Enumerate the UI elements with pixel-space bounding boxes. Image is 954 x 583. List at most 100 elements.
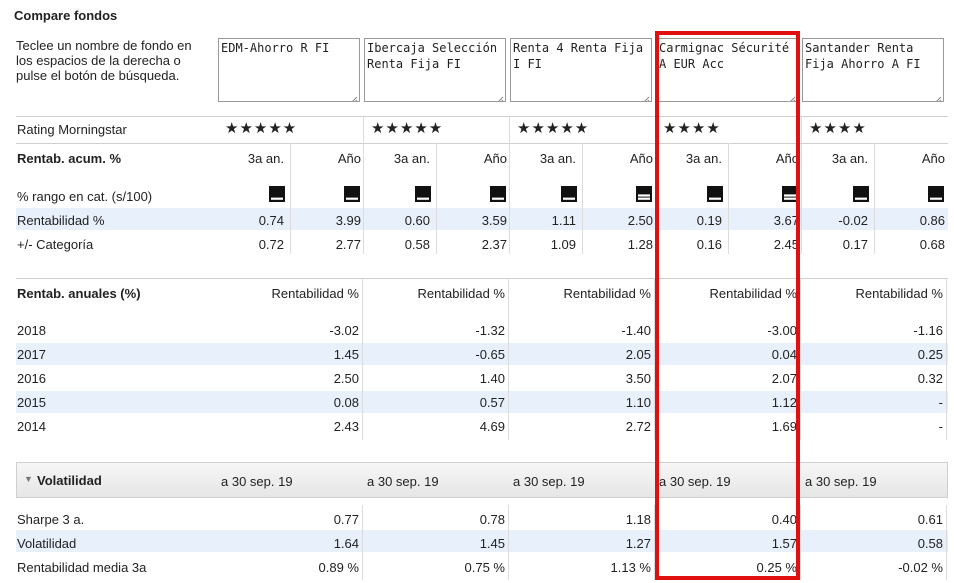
resize-grip-icon[interactable] bbox=[496, 92, 504, 101]
anuales-col-header: Rentabilidad % bbox=[709, 286, 797, 301]
annual-return-value: 2.72 bbox=[625, 419, 651, 434]
fund-name-input[interactable]: Carmignac Sécurité A EUR Acc bbox=[656, 38, 798, 102]
col-header-ano: Año bbox=[921, 151, 945, 166]
volatility-value: 1.64 bbox=[333, 536, 359, 551]
volatility-row-label: Volatilidad bbox=[17, 536, 77, 551]
annual-return-value: -1.40 bbox=[621, 323, 651, 338]
fund-name-text: Carmignac Sécurité A EUR Acc bbox=[659, 41, 797, 71]
column-divider bbox=[508, 505, 509, 580]
annual-return-value: 0.32 bbox=[917, 371, 943, 386]
cat-ano-value: 2.37 bbox=[481, 237, 507, 252]
col-header-3a: 3a an. bbox=[247, 151, 284, 166]
fund-name-input[interactable]: Renta 4 Renta Fija I FI bbox=[510, 38, 652, 102]
volatility-date: a 30 sep. 19 bbox=[659, 474, 731, 489]
rating-label: Rating Morningstar bbox=[17, 122, 127, 137]
column-divider bbox=[362, 505, 363, 580]
volatility-row-label: Rentabilidad media 3a bbox=[17, 560, 147, 575]
column-divider bbox=[800, 278, 801, 440]
rent-ano-value: 3.67 bbox=[773, 213, 799, 228]
col-header-3a: 3a an. bbox=[685, 151, 722, 166]
row-bg bbox=[16, 530, 948, 552]
rent-label: Rentabilidad % bbox=[17, 213, 105, 228]
resize-grip-icon[interactable] bbox=[642, 92, 650, 101]
page-title: Compare fondos bbox=[14, 8, 118, 23]
year-label: 2016 bbox=[17, 371, 46, 386]
cat-label: +/- Categoría bbox=[17, 237, 94, 252]
rent-ano-value: 0.86 bbox=[919, 213, 945, 228]
anuales-col-header: Rentabilidad % bbox=[271, 286, 359, 301]
col-header-ano: Año bbox=[337, 151, 361, 166]
volatility-value: 0.25 % bbox=[756, 560, 797, 575]
subcolumn-divider bbox=[874, 143, 875, 254]
subcolumn-divider bbox=[728, 143, 729, 254]
volatility-header[interactable] bbox=[16, 462, 948, 498]
annual-return-value: 1.12 bbox=[771, 395, 797, 410]
column-divider bbox=[654, 278, 655, 440]
column-divider bbox=[509, 116, 510, 254]
volatility-value: 1.27 bbox=[625, 536, 651, 551]
rank-bar-icon bbox=[561, 186, 577, 202]
resize-grip-icon[interactable] bbox=[350, 92, 358, 101]
rent-ano-value: 3.99 bbox=[335, 213, 361, 228]
divider bbox=[16, 143, 948, 144]
column-divider bbox=[363, 116, 364, 254]
annual-return-value: 2.50 bbox=[333, 371, 359, 386]
volatility-value: 1.13 % bbox=[610, 560, 651, 575]
row-bg bbox=[16, 208, 948, 230]
annual-return-value: -3.02 bbox=[329, 323, 359, 338]
annual-return-value: 3.50 bbox=[625, 371, 651, 386]
resize-grip-icon[interactable] bbox=[934, 92, 942, 101]
annual-return-value: -0.65 bbox=[475, 347, 505, 362]
rating-stars: ★★★★ bbox=[809, 120, 867, 137]
volatility-value: 1.18 bbox=[625, 512, 651, 527]
annual-return-value: 0.04 bbox=[771, 347, 797, 362]
year-label: 2018 bbox=[17, 323, 46, 338]
rank-bar-icon bbox=[707, 186, 723, 202]
annual-return-value: 0.08 bbox=[333, 395, 359, 410]
annual-return-value: 2.43 bbox=[333, 419, 359, 434]
cat-3a-value: 1.09 bbox=[550, 237, 576, 252]
rank-bar-icon bbox=[490, 186, 506, 202]
fund-name-text: Santander Renta Fija Ahorro A FI bbox=[805, 41, 921, 71]
resize-grip-icon[interactable] bbox=[788, 92, 796, 101]
col-header-ano: Año bbox=[629, 151, 653, 166]
column-divider bbox=[362, 278, 363, 440]
year-label: 2015 bbox=[17, 395, 46, 410]
volatility-date: a 30 sep. 19 bbox=[367, 474, 439, 489]
collapse-triangle-icon[interactable]: ▼ bbox=[24, 474, 33, 484]
rank-bar-icon bbox=[782, 186, 798, 202]
fund-name-input[interactable]: EDM-Ahorro R FI bbox=[218, 38, 360, 102]
volatility-heading[interactable]: Volatilidad bbox=[37, 473, 102, 488]
annual-return-value: - bbox=[938, 419, 943, 434]
fund-name-input[interactable]: Santander Renta Fija Ahorro A FI bbox=[802, 38, 944, 102]
subcolumn-divider bbox=[290, 143, 291, 254]
fund-name-input[interactable]: Ibercaja Selección Renta Fija FI bbox=[364, 38, 506, 102]
rent-3a-value: 0.74 bbox=[258, 213, 284, 228]
col-header-3a: 3a an. bbox=[539, 151, 576, 166]
annual-return-value: 2.05 bbox=[625, 347, 651, 362]
highlight-box bbox=[655, 31, 800, 580]
volatility-row-label: Sharpe 3 a. bbox=[17, 512, 85, 527]
fund-name-text: Ibercaja Selección Renta Fija FI bbox=[367, 41, 505, 71]
col-header-3a: 3a an. bbox=[393, 151, 430, 166]
column-divider bbox=[946, 278, 947, 440]
rent-3a-value: 1.11 bbox=[551, 213, 576, 228]
volatility-value: 0.61 bbox=[917, 512, 943, 527]
subcolumn-divider bbox=[582, 143, 583, 254]
volatility-date: a 30 sep. 19 bbox=[805, 474, 877, 489]
year-label: 2017 bbox=[17, 347, 46, 362]
anuales-col-header: Rentabilidad % bbox=[855, 286, 943, 301]
fund-name-text: EDM-Ahorro R FI bbox=[221, 41, 330, 55]
annual-return-value: 1.45 bbox=[333, 347, 359, 362]
row-bg bbox=[16, 343, 948, 365]
column-divider bbox=[946, 505, 947, 580]
row-bg bbox=[16, 391, 948, 413]
rank-label: % rango en cat. (s/100) bbox=[17, 189, 153, 204]
volatility-date: a 30 sep. 19 bbox=[513, 474, 585, 489]
column-divider bbox=[800, 505, 801, 580]
anuales-heading: Rentab. anuales (%) bbox=[17, 286, 141, 301]
volatility-value: 0.40 bbox=[771, 512, 797, 527]
year-label: 2014 bbox=[17, 419, 46, 434]
cat-3a-value: 0.72 bbox=[258, 237, 284, 252]
col-header-ano: Año bbox=[483, 151, 507, 166]
